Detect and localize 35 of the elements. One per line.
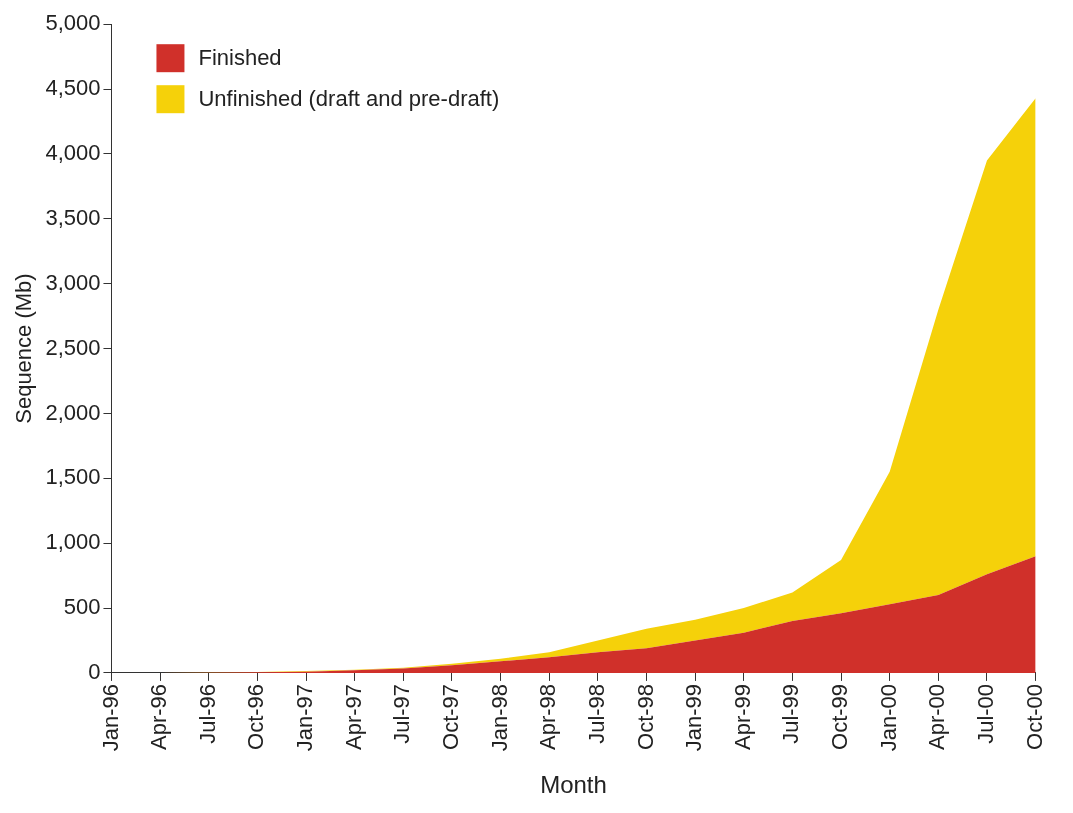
x-tick-label: Oct-00 bbox=[1021, 683, 1047, 750]
y-tick-label: 1,500 bbox=[45, 464, 101, 490]
x-tick-label: Apr-98 bbox=[535, 683, 561, 750]
y-tick-label: 500 bbox=[63, 594, 101, 620]
y-axis-title: Sequence (Mb) bbox=[11, 273, 37, 424]
x-tick-label: Oct-99 bbox=[827, 683, 853, 750]
y-tick-label: 3,000 bbox=[45, 269, 101, 295]
x-tick-label: Jan-96 bbox=[97, 683, 123, 752]
legend-label: Finished bbox=[198, 45, 282, 71]
y-tick-label: 1,000 bbox=[45, 529, 101, 555]
x-axis-title: Month bbox=[540, 771, 607, 799]
x-tick-label: Jul-00 bbox=[973, 683, 999, 744]
y-tick-label: 2,000 bbox=[45, 399, 101, 425]
x-tick-label: Apr-99 bbox=[729, 683, 755, 750]
x-tick-label: Oct-98 bbox=[632, 683, 658, 750]
x-tick-label: Jul-98 bbox=[583, 683, 609, 744]
x-tick-label: Jul-96 bbox=[194, 683, 220, 744]
x-tick-label: Jan-97 bbox=[292, 683, 318, 752]
x-tick-label: Oct-97 bbox=[437, 683, 463, 750]
x-tick-label: Jul-99 bbox=[778, 683, 804, 744]
x-tick-label: Apr-00 bbox=[924, 683, 950, 750]
x-tick-label: Jan-00 bbox=[875, 683, 901, 752]
x-tick-label: Apr-96 bbox=[146, 683, 172, 750]
y-tick-label: 5,000 bbox=[45, 10, 101, 36]
y-tick-label: 4,500 bbox=[45, 75, 101, 101]
x-tick-label: Oct-96 bbox=[243, 683, 269, 750]
x-tick-label: Apr-97 bbox=[340, 683, 366, 750]
y-tick-label: 2,500 bbox=[45, 334, 101, 360]
x-tick-label: Jan-99 bbox=[681, 683, 707, 752]
legend-label: Unfinished (draft and pre-draft) bbox=[198, 86, 500, 112]
x-tick-label: Jan-98 bbox=[486, 683, 512, 752]
y-tick-label: 0 bbox=[88, 658, 101, 684]
x-tick-label: Jul-97 bbox=[389, 683, 415, 744]
y-tick-label: 3,500 bbox=[45, 204, 101, 230]
y-tick-label: 4,000 bbox=[45, 140, 101, 166]
